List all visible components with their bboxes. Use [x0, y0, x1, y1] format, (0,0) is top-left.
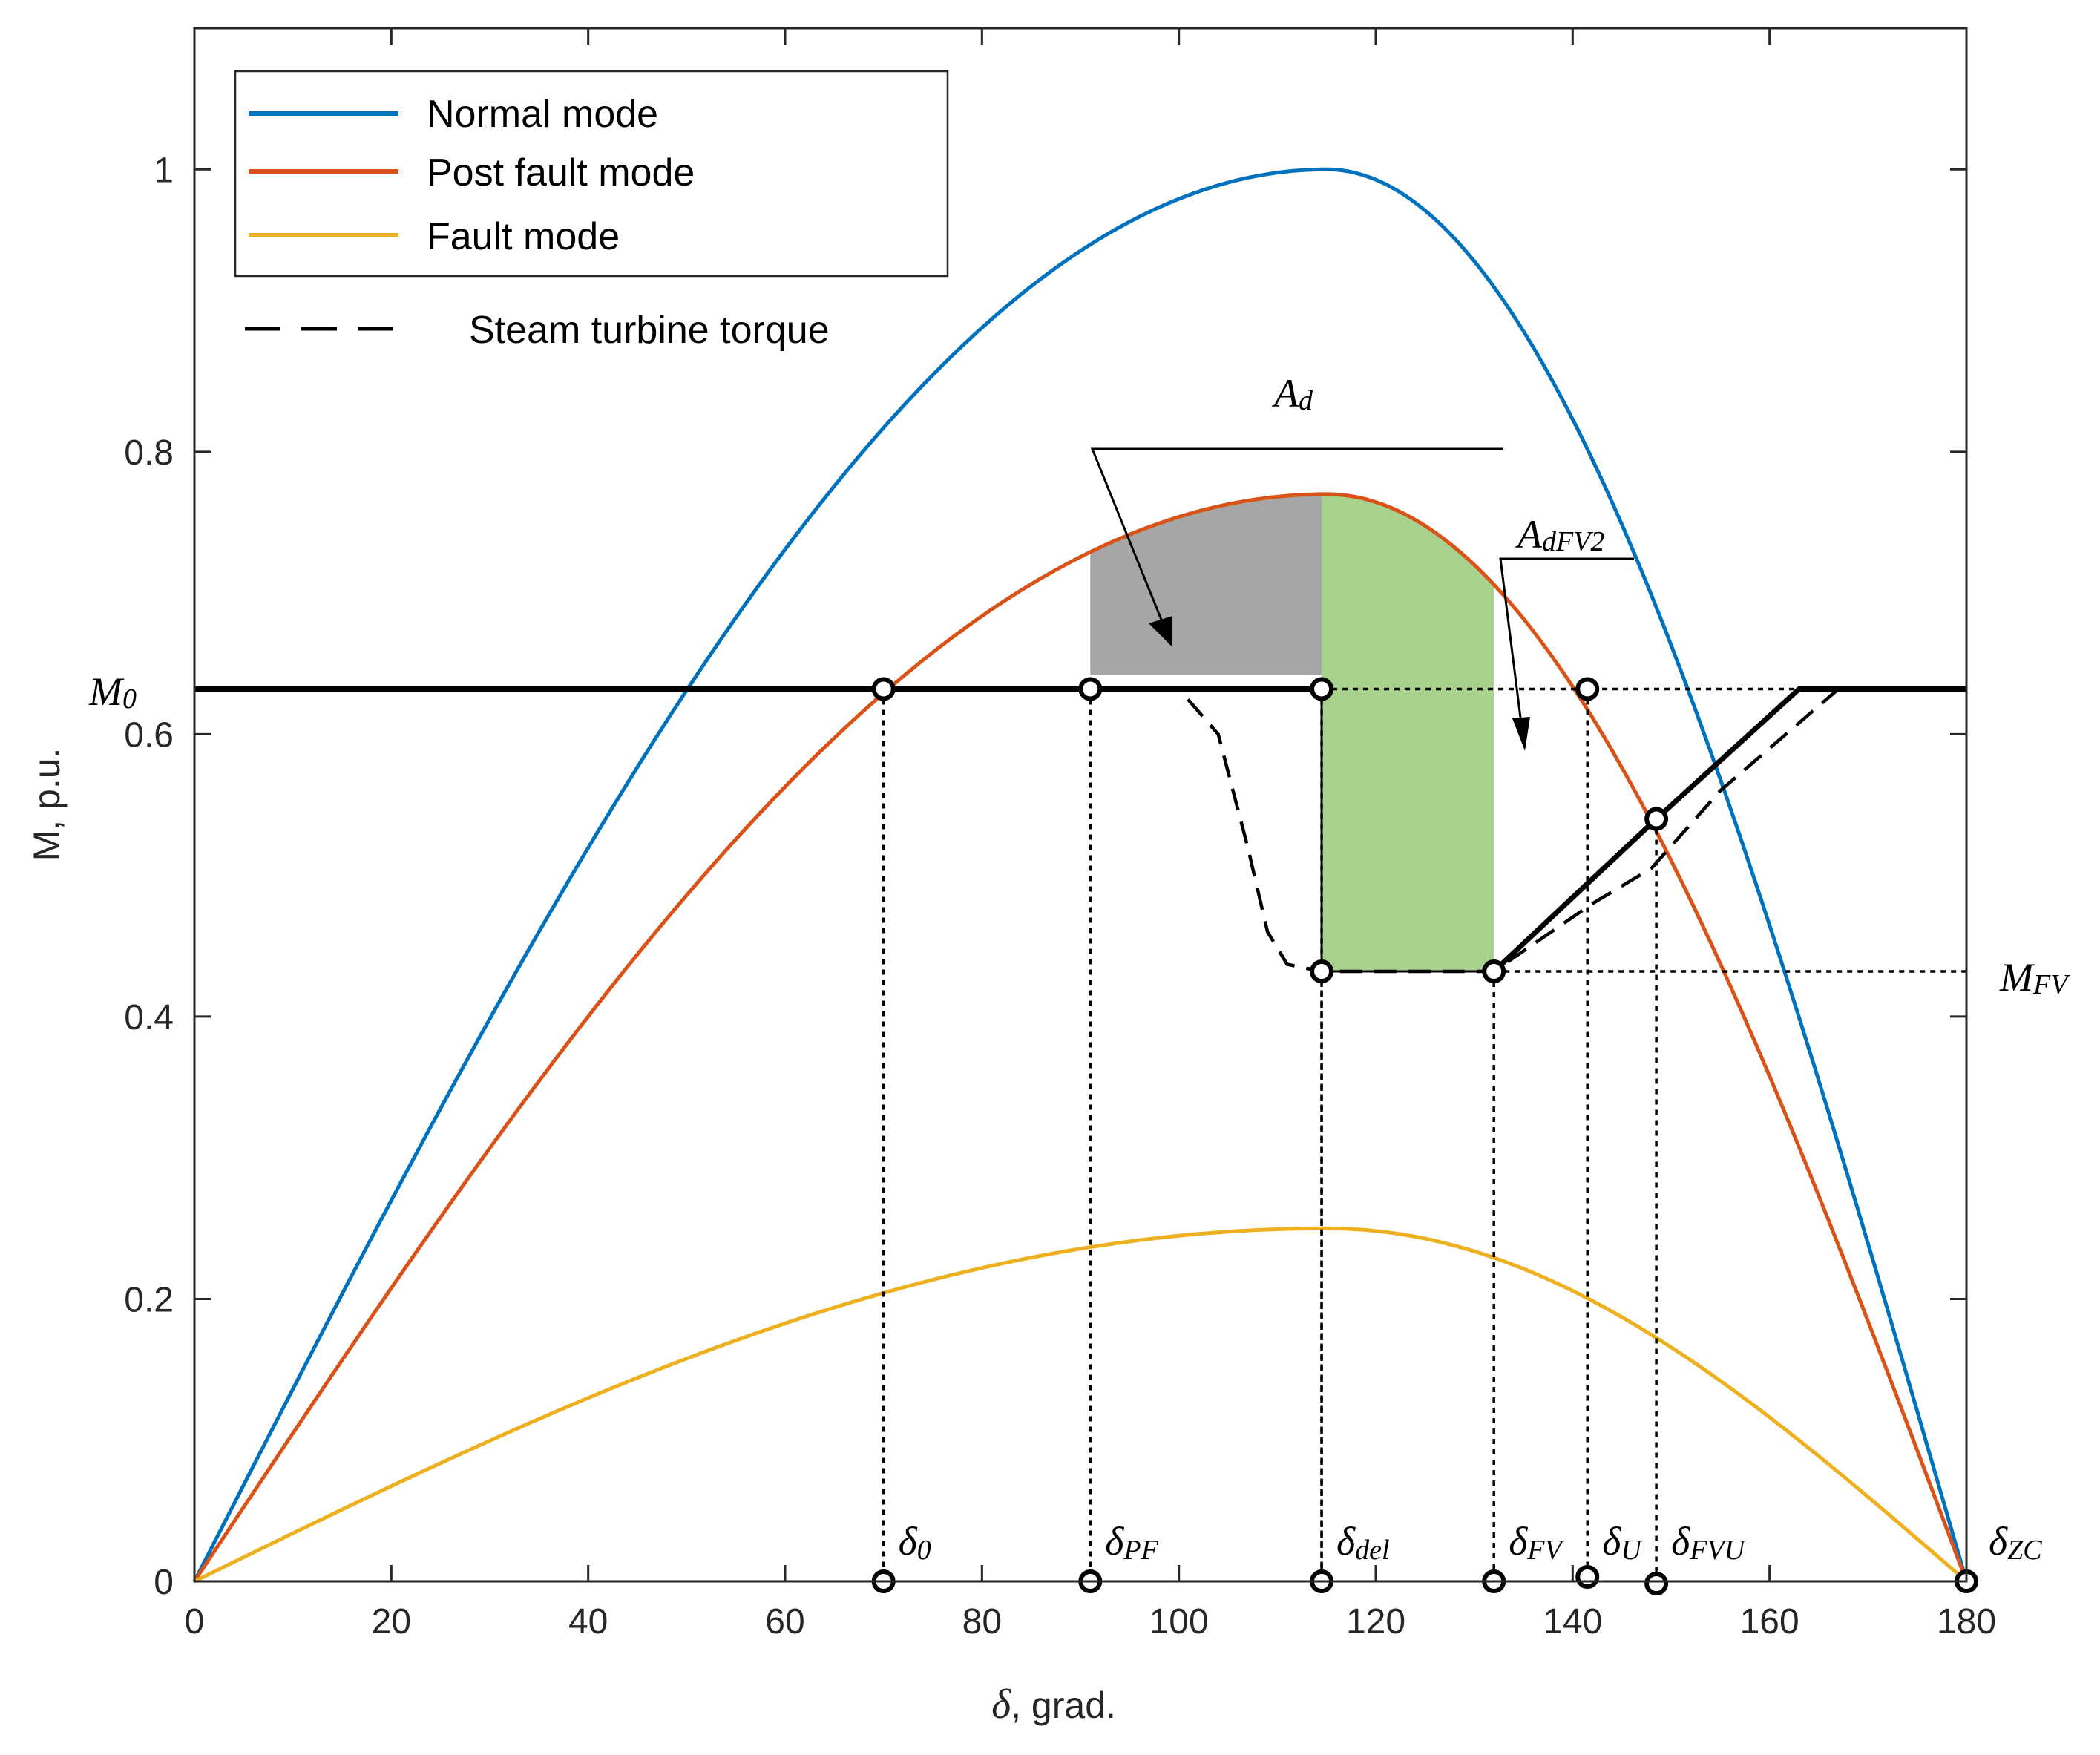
legend-entry-post-fault: Post fault mode [427, 151, 695, 194]
adfv2-main: A [1515, 512, 1543, 557]
x-axis-symbol: δ [991, 1682, 1011, 1728]
m0-sub: 0 [122, 683, 137, 715]
marker-u [1575, 677, 1600, 701]
adfv2-label: AdFV2 [1515, 512, 1604, 557]
axis-marker-fvu [1644, 1572, 1669, 1595]
torque-recovery-line [1492, 686, 1966, 974]
axis-point-label-del: δdel [1336, 1519, 1390, 1566]
adfv2-leader-line [1499, 557, 1634, 724]
y-tick-label: 0.2 [124, 1280, 174, 1319]
y-axis-label: M, p.u. [26, 748, 68, 862]
x-axis-unit: , grad. [1011, 1685, 1116, 1726]
legend: Normal mode Post fault mode Fault mode S… [234, 70, 949, 352]
axis-point-label-fvu: δFVU [1671, 1519, 1747, 1566]
axis-point-label-u: δU [1602, 1519, 1643, 1566]
y-tick-label: 0.6 [124, 715, 174, 755]
x-tick-label: 140 [1543, 1602, 1602, 1641]
series-fault-mode [193, 1226, 1968, 1584]
area-a-dfv2 [1322, 493, 1494, 972]
ad-sub: d [1299, 385, 1313, 416]
ad-main: A [1272, 371, 1299, 416]
legend-entry-steam: Steam turbine torque [469, 309, 830, 352]
x-tick-label: 0 [185, 1602, 205, 1641]
x-tick-label: 60 [765, 1602, 804, 1641]
x-axis-label: δ, grad. [991, 1682, 1116, 1728]
axis-point-label-zc: δZC [1989, 1519, 2042, 1566]
mfv-label: MFV [1999, 955, 2070, 1000]
axis-point-symbol: δ [1671, 1519, 1690, 1564]
x-tick-label: 180 [1937, 1602, 1996, 1641]
area-a-d [1090, 493, 1322, 675]
axis-point-subscript: del [1355, 1535, 1389, 1566]
axis-point-label-pf: δPF [1105, 1519, 1158, 1566]
x-tick-label: 160 [1740, 1602, 1799, 1641]
axis-point-symbol: δ [899, 1519, 918, 1564]
ad-leader-line [1090, 447, 1503, 620]
axis-point-symbol: δ [1509, 1519, 1528, 1564]
series-normal-mode [192, 167, 1969, 1583]
legend-entry-fault: Fault mode [427, 215, 620, 258]
axis-point-subscript: FV [1526, 1535, 1564, 1566]
axis-point-label-0: δ0 [899, 1519, 931, 1566]
axis-marker-u [1575, 1565, 1600, 1589]
y-tick-label: 0.8 [124, 433, 174, 473]
series-post-fault-mode [192, 492, 1969, 1583]
x-tick-label: 40 [568, 1602, 608, 1641]
plot-frame [193, 27, 1968, 1583]
axis-point-subscript: ZC [2007, 1535, 2042, 1566]
legend-entry-normal: Normal mode [427, 93, 658, 136]
marker-fvu [1644, 807, 1669, 831]
x-tick-label: 80 [962, 1602, 1002, 1641]
marker-del [1310, 677, 1334, 701]
axis-point-subscript: 0 [917, 1535, 931, 1566]
x-tick-label: 100 [1149, 1602, 1209, 1641]
y-tick-label: 0 [154, 1563, 174, 1602]
areas-layer [1090, 493, 1494, 972]
adfv2-arrowhead [1512, 717, 1530, 751]
axis-point-symbol: δ [1105, 1519, 1124, 1564]
x-tick-label: 120 [1346, 1602, 1405, 1641]
marker-pf [1078, 677, 1103, 701]
marker-0 [871, 677, 896, 701]
axis-point-subscript: PF [1123, 1535, 1158, 1566]
x-tick-label: 20 [372, 1602, 411, 1641]
marker-fv [1482, 959, 1506, 984]
axis-point-symbol: δ [1989, 1519, 2008, 1564]
marker-del2 [1310, 959, 1334, 984]
axis-point-label-fv: δFV [1509, 1519, 1564, 1566]
axis-point-subscript: U [1621, 1535, 1643, 1566]
mfv-sub: FV [2032, 969, 2070, 1000]
curves-layer [192, 167, 1969, 1584]
m0-main: M [88, 669, 125, 714]
y-tick-label: 1 [154, 151, 174, 190]
adfv2-sub: dFV2 [1542, 526, 1604, 557]
axis-point-subscript: FVU [1689, 1535, 1746, 1566]
ad-label: Ad [1272, 371, 1313, 416]
mfv-main: M [1999, 955, 2035, 1000]
axis-point-symbol: δ [1336, 1519, 1356, 1564]
ticks-layer: 0 20 40 60 80 100 120 140 160 180 0 0.2 0.4 0.6 0.8 1 [124, 28, 1996, 1641]
axis-point-symbol: δ [1602, 1519, 1621, 1564]
m0-label: M0 [88, 669, 137, 715]
ad-arrowhead [1149, 616, 1172, 647]
y-tick-label: 0.4 [124, 998, 174, 1037]
